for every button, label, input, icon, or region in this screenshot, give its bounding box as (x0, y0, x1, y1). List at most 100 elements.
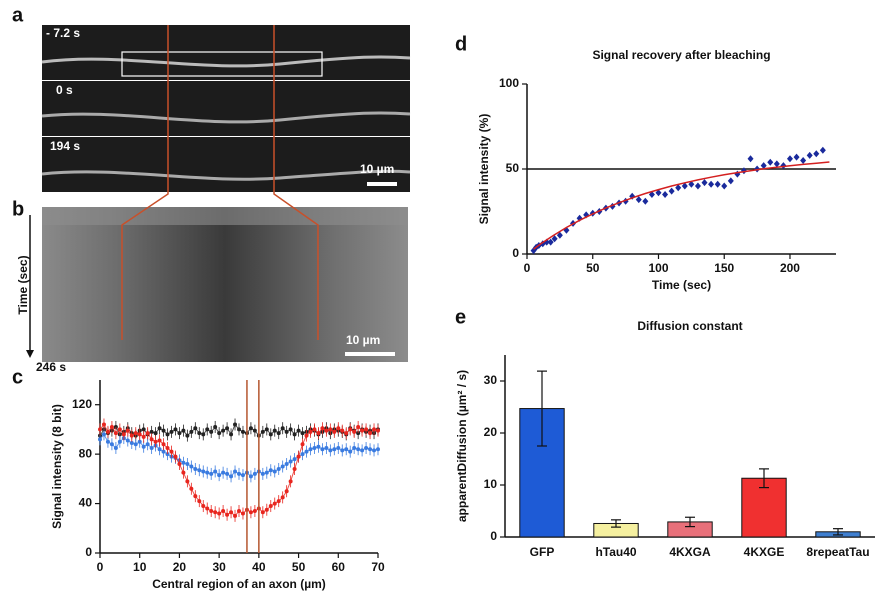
x-tick-label: 50 (586, 261, 600, 275)
data-point (248, 510, 253, 515)
data-point (356, 431, 361, 436)
data-point (316, 431, 321, 436)
data-point (189, 429, 194, 434)
data-point (352, 445, 357, 450)
x-axis-label: Central region of an axon (µm) (152, 577, 326, 591)
y-tick-label: 100 (499, 76, 519, 90)
data-point (197, 431, 202, 436)
data-point (149, 429, 154, 434)
x-tick-label: 10 (133, 560, 147, 574)
panel-letter: c (12, 366, 23, 388)
scale-bar-label: 10 µm (346, 333, 380, 347)
x-tick-label: 50 (292, 560, 306, 574)
y-tick-label: 40 (79, 496, 93, 510)
data-point (372, 448, 377, 453)
data-point (292, 457, 297, 462)
data-point (252, 508, 257, 513)
data-point (133, 442, 138, 447)
data-point (292, 432, 297, 437)
data-point (284, 489, 289, 494)
data-point (340, 428, 345, 433)
data-point (201, 432, 206, 437)
data-point (280, 426, 285, 431)
data-point (272, 469, 277, 474)
data-point (205, 506, 210, 511)
data-point (153, 439, 158, 444)
data-point (767, 158, 774, 166)
data-point (137, 439, 142, 444)
data-point (185, 462, 190, 467)
data-point (668, 187, 675, 195)
data-point (105, 429, 110, 434)
data-point (252, 428, 257, 433)
data-point (662, 191, 669, 198)
data-point (268, 504, 273, 509)
data-point (201, 469, 206, 474)
data-point (157, 438, 162, 443)
data-point (556, 231, 563, 239)
data-point (328, 448, 333, 453)
data-point (248, 426, 253, 431)
data-point (332, 447, 337, 452)
data-point (113, 445, 118, 450)
data-point (165, 452, 170, 457)
data-point (364, 445, 369, 450)
guide-lines (121, 25, 319, 340)
data-point (109, 442, 114, 447)
data-point (185, 433, 190, 438)
data-point (288, 427, 293, 432)
data-point (721, 182, 728, 190)
data-point (209, 471, 214, 476)
data-point (101, 432, 106, 437)
data-point (773, 160, 780, 168)
data-point (727, 177, 734, 185)
data-point (237, 471, 241, 476)
data-point (264, 470, 269, 475)
data-point (360, 428, 365, 433)
data-point (260, 471, 265, 476)
data-point (352, 429, 357, 434)
data-point (137, 432, 142, 437)
data-point (300, 442, 305, 447)
x-tick-label: 20 (173, 560, 187, 574)
data-point (800, 157, 807, 164)
data-point (177, 431, 182, 436)
time-label: 246 s (36, 360, 66, 374)
y-axis-label: Signal intensity (%) (477, 114, 491, 225)
x-tick-label: 100 (648, 261, 668, 275)
data-point (157, 447, 162, 452)
data-point (221, 428, 226, 433)
scale-bar-label: 10 µm (360, 162, 394, 176)
data-point (125, 438, 130, 443)
data-point (547, 238, 554, 246)
data-point (193, 494, 198, 499)
data-point (316, 444, 321, 449)
data-point (336, 426, 341, 431)
data-point (189, 464, 194, 469)
y-tick-label: 0 (512, 246, 519, 260)
x-tick-label: hTau40 (595, 545, 636, 559)
data-point (161, 449, 166, 454)
x-tick-label: 40 (252, 560, 266, 574)
data-point (312, 445, 317, 450)
x-tick-label: 70 (371, 560, 385, 574)
data-point (272, 501, 277, 506)
data-point (181, 460, 186, 465)
data-point (328, 427, 333, 432)
data-point (169, 449, 174, 454)
time-label: 194 s (50, 139, 80, 153)
data-point (300, 431, 305, 436)
data-point (708, 180, 715, 188)
x-tick-label: 0 (97, 560, 104, 574)
data-point (225, 471, 230, 476)
data-point (248, 474, 253, 479)
kymograph-b: 10 µm Time (sec) 246 s (16, 207, 408, 374)
data-point (161, 442, 166, 447)
data-point (113, 424, 118, 429)
data-point (229, 510, 234, 515)
data-point (372, 427, 377, 432)
data-point (233, 469, 238, 474)
data-point (240, 511, 245, 516)
data-point (109, 424, 114, 429)
